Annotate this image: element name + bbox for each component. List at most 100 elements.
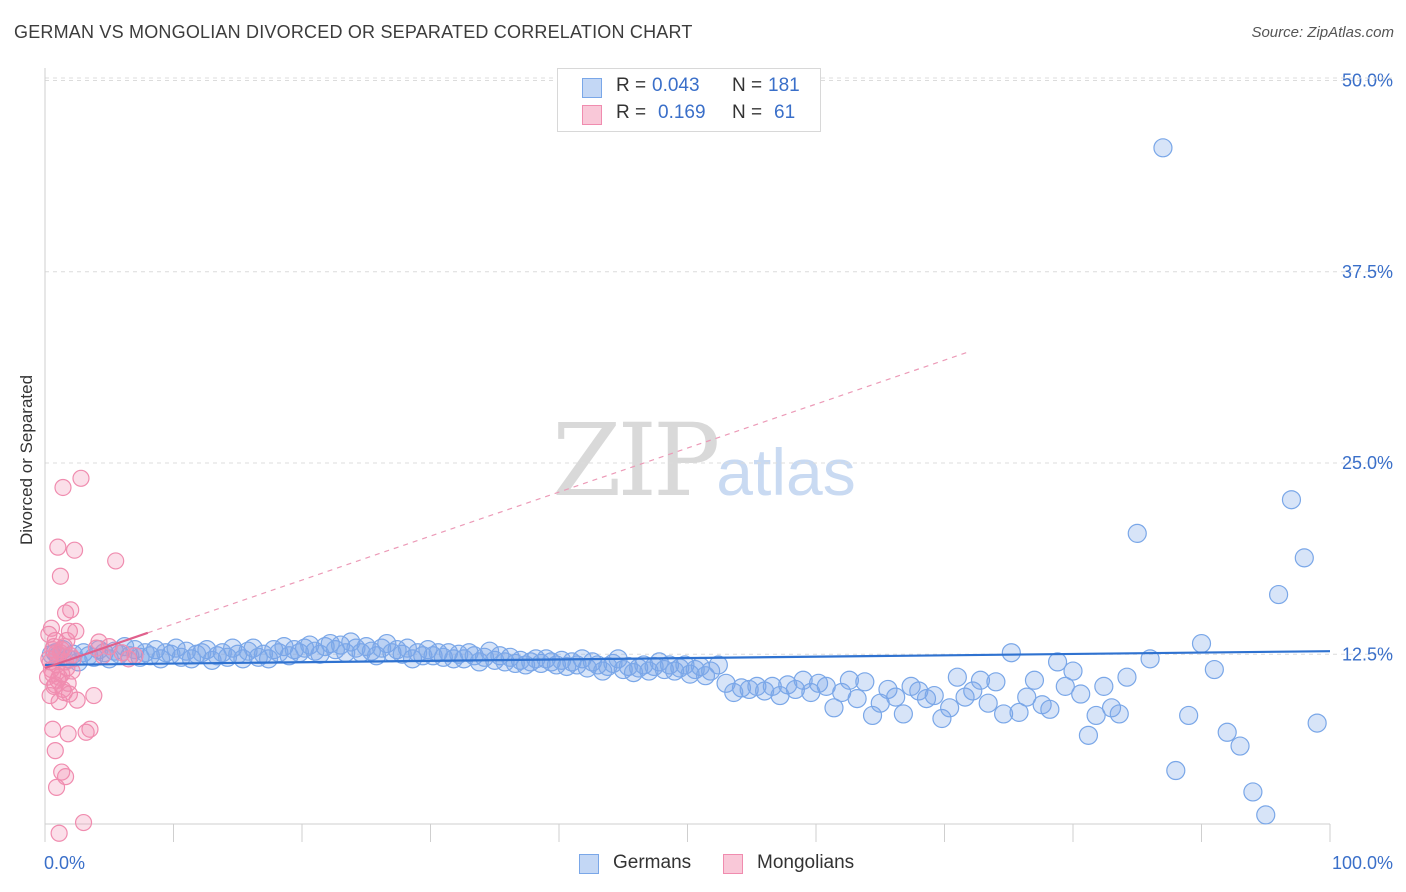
germans-point — [994, 704, 1014, 724]
germans-point — [708, 655, 728, 675]
germans-point — [793, 670, 813, 690]
y-tick-label: 25.0% — [1342, 453, 1393, 473]
mongolians-trend-line — [44, 631, 149, 670]
mongolians-n-value: 61 — [774, 102, 796, 123]
y-axis-label: Divorced or Separated — [17, 374, 36, 546]
mongolians-trend-extension — [147, 350, 971, 634]
germans-point — [940, 698, 960, 718]
germans-point — [862, 705, 883, 726]
germans-point — [1071, 684, 1091, 704]
germans-point — [685, 659, 705, 680]
germans-point — [909, 681, 929, 701]
y-tick-label: 12.5% — [1342, 644, 1393, 664]
germans-point — [192, 643, 212, 663]
germans-point — [1117, 667, 1137, 687]
source-credit: Source: ZipAtlas.com — [1251, 24, 1394, 41]
germans-legend-swatch — [579, 854, 599, 874]
mongolians-point — [46, 676, 64, 694]
mongolians-point — [107, 552, 125, 570]
germans-point — [598, 656, 618, 677]
germans-point — [618, 656, 638, 677]
germans-point — [1017, 687, 1037, 707]
germans-point — [932, 708, 952, 729]
germans-point — [855, 672, 875, 692]
legend-r-label: R = — [616, 102, 647, 123]
germans-point — [1094, 676, 1114, 696]
mongolians-point — [59, 725, 77, 743]
mongolians-swatch — [582, 105, 602, 125]
germans-point — [1055, 676, 1075, 696]
germans-point — [197, 640, 217, 660]
mongolians-point — [56, 768, 75, 786]
germans-point — [1294, 548, 1314, 568]
mongolians-point — [65, 541, 84, 559]
germans-point — [886, 687, 906, 707]
germans-point — [955, 687, 975, 707]
chart-title: GERMAN VS MONGOLIAN DIVORCED OR SEPARATE… — [14, 22, 693, 42]
germans-point — [978, 693, 998, 713]
germans-n-value: 181 — [768, 75, 800, 96]
germans-point — [207, 646, 227, 666]
germans-point — [392, 644, 412, 664]
germans-point — [377, 633, 397, 654]
germans-point — [521, 652, 541, 672]
germans-trend-line — [44, 650, 1331, 667]
legend-n-label: N = — [732, 102, 763, 123]
mongolians-points — [38, 469, 144, 842]
mongolians-point — [62, 601, 80, 619]
mongolians-point — [56, 604, 75, 622]
germans-point — [731, 678, 752, 698]
germans-point — [847, 689, 867, 709]
germans-point — [1153, 138, 1173, 158]
mongolians-r-value: 0.169 — [658, 102, 706, 123]
germans-point — [665, 661, 685, 681]
germans-point — [963, 681, 983, 701]
mongolians-point — [72, 469, 90, 487]
germans-point — [243, 638, 263, 658]
y-axis-label-wrap: Divorced or Separated — [12, 190, 42, 730]
legend-n-label: N = — [732, 75, 763, 96]
y-tick-label: 50.0% — [1342, 71, 1393, 91]
y-tick-label: 37.5% — [1342, 262, 1393, 282]
germans-point — [397, 638, 417, 658]
germans-point — [1001, 643, 1021, 663]
germans-points — [41, 138, 1327, 825]
germans-point — [320, 633, 340, 654]
mongolians-point — [46, 742, 64, 760]
germans-swatch — [582, 78, 602, 98]
mongolians-point — [60, 622, 79, 640]
correlation-legend: R = 0.043 N = 181 R = 0.169 N = 61 — [557, 68, 821, 132]
mongolians-point — [85, 686, 103, 705]
mongolians-point — [44, 720, 62, 738]
mongolians-point — [50, 824, 68, 842]
germans-legend-label: Germans — [613, 852, 692, 873]
mongolians-point — [51, 567, 70, 585]
x-tick-label-min: 0.0% — [44, 853, 85, 873]
mongolians-point — [126, 647, 144, 665]
germans-point — [970, 670, 991, 690]
germans-point — [541, 652, 561, 672]
germans-point — [1078, 725, 1099, 745]
germans-point — [839, 670, 860, 690]
germans-point — [1009, 702, 1029, 722]
mongolians-point — [67, 622, 85, 640]
mongolians-point — [49, 538, 67, 556]
germans-point — [947, 667, 967, 687]
germans-point — [171, 647, 191, 667]
germans-point — [701, 661, 721, 681]
germans-point — [739, 679, 759, 700]
germans-point — [1024, 670, 1045, 690]
germans-r-value: 0.043 — [652, 75, 700, 96]
germans-point — [1256, 805, 1276, 825]
germans-point — [1243, 782, 1263, 802]
germans-point — [1268, 584, 1289, 605]
mongolians-point — [42, 619, 61, 637]
mongolians-point — [47, 644, 66, 662]
germans-point — [1127, 523, 1147, 543]
germans-point — [238, 641, 258, 661]
germans-point — [893, 704, 913, 724]
germans-point — [305, 641, 325, 661]
germans-point — [1040, 699, 1060, 719]
germans-point — [1307, 713, 1327, 733]
